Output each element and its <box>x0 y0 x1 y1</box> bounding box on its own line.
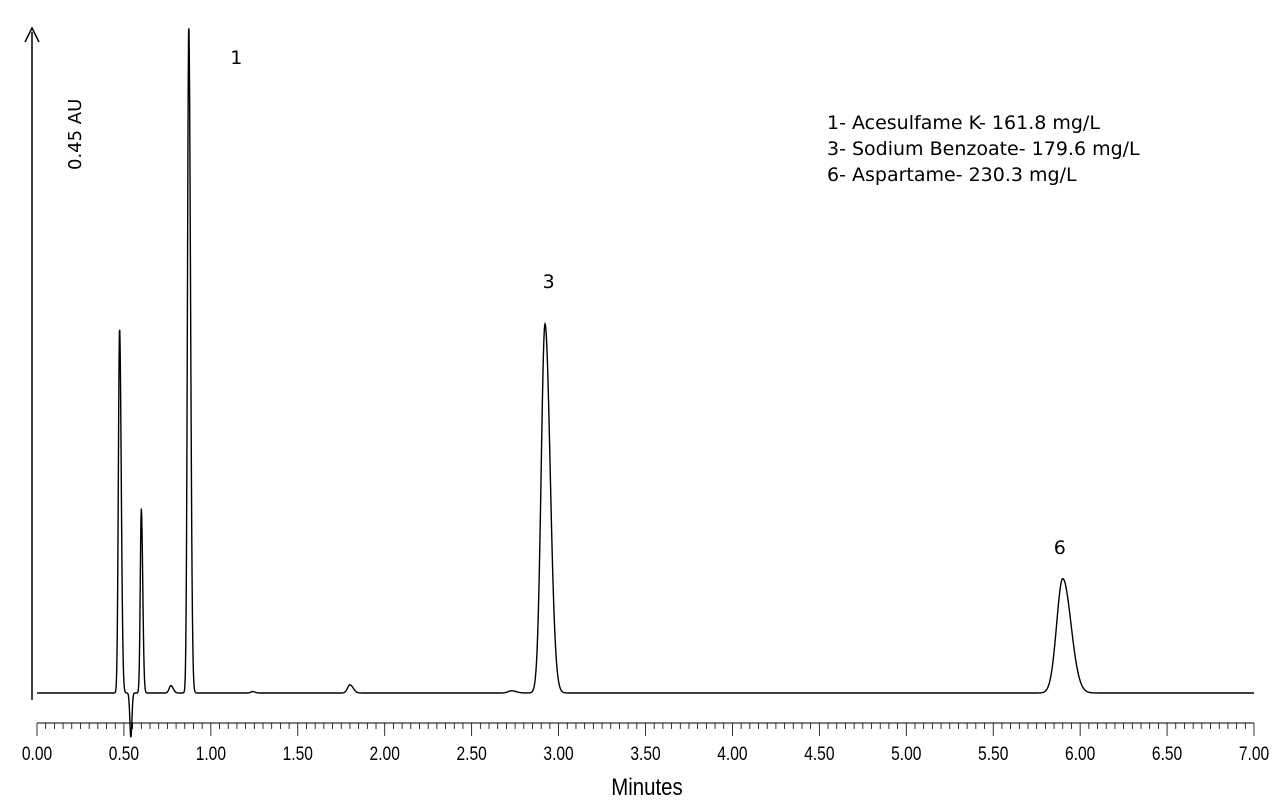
peak-label-1: 1 <box>230 47 242 69</box>
x-tick-label: 2.00 <box>370 743 400 765</box>
legend-item-1: 1- Acesulfame K- 161.8 mg/L <box>827 112 1100 134</box>
peak-label-6: 6 <box>1054 537 1066 559</box>
x-tick-label: 4.00 <box>717 743 747 765</box>
y-axis-arrow <box>24 26 40 43</box>
peak-label-3: 3 <box>543 271 555 293</box>
x-tick-label: 3.00 <box>543 743 573 765</box>
legend-item-3: 3- Sodium Benzoate- 179.6 mg/L <box>827 138 1140 160</box>
x-axis-tick-labels: 0.00 0.50 1.00 1.50 2.00 2.50 3.00 3.50 4.00 4.50… <box>22 743 1269 765</box>
legend-item-6: 6- Aspartame- 230.3 mg/L <box>827 164 1077 186</box>
x-tick-label: 7.00 <box>1239 743 1269 765</box>
x-tick-label: 1.00 <box>196 743 226 765</box>
legend: 1- Acesulfame K- 161.8 mg/L 3- Sodium Be… <box>827 112 1140 186</box>
chromatogram-trace <box>37 28 1254 738</box>
peak-labels: 1 3 6 <box>230 47 1066 559</box>
x-tick-label: 0.50 <box>109 743 139 765</box>
x-tick-label: 5.00 <box>891 743 921 765</box>
x-axis-ticks <box>36 723 1255 736</box>
y-axis-label: 0.45 AU <box>65 99 86 170</box>
x-tick-label: 3.50 <box>630 743 660 765</box>
x-tick-label: 1.50 <box>283 743 313 765</box>
x-tick-label: 5.50 <box>978 743 1008 765</box>
x-axis-label: Minutes <box>611 773 682 800</box>
x-tick-label: 6.00 <box>1065 743 1095 765</box>
x-tick-label: 2.50 <box>456 743 486 765</box>
x-tick-label: 4.50 <box>804 743 834 765</box>
x-tick-label: 0.00 <box>22 743 52 765</box>
x-tick-label: 6.50 <box>1152 743 1182 765</box>
